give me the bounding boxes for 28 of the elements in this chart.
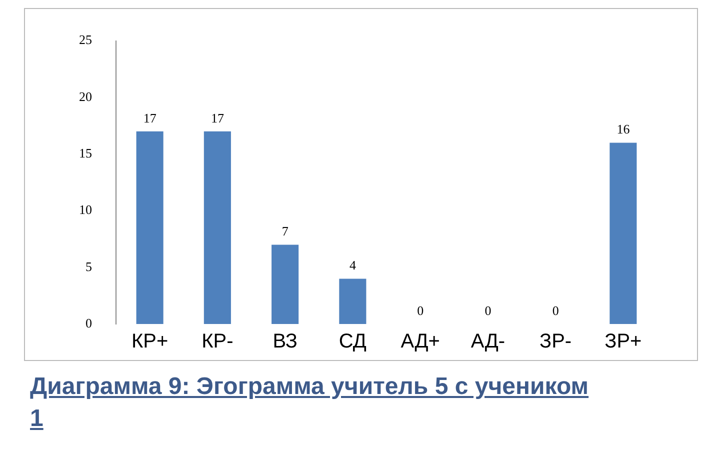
data-label: 16: [616, 122, 630, 137]
x-tick-label: АД-: [470, 330, 506, 353]
data-label: 0: [552, 302, 559, 318]
y-tick-label: 25: [79, 32, 92, 48]
x-tick-label: ЗР+: [604, 330, 642, 353]
text: Диаграмма 9: Эгограмма учитель 5 с учеником 1: [30, 372, 590, 434]
bar: [272, 244, 299, 324]
data-label: 7: [282, 224, 289, 239]
bar: [204, 131, 231, 324]
x-tick-label: ЗР-: [540, 330, 572, 353]
x-tick-label: ВЗ: [272, 330, 298, 353]
data-label: 0: [417, 302, 424, 318]
x-tick-label: КР+: [131, 330, 168, 353]
data-label: 4: [349, 258, 356, 273]
data-label: 0: [484, 302, 492, 318]
x-tick-label: АД+: [400, 330, 440, 353]
y-tick-label: 5: [86, 258, 92, 274]
data-label: 17: [210, 110, 224, 126]
y-tick-label: 0: [86, 315, 92, 330]
bar: [339, 278, 366, 324]
y-tick-label: 10: [79, 202, 92, 218]
y-tick-label: 20: [79, 88, 92, 104]
y-tick-label: 15: [79, 146, 92, 160]
bar: [136, 131, 164, 324]
bar: [610, 142, 637, 324]
x-tick-label: СД: [338, 330, 367, 353]
x-tick-label: КР-: [202, 330, 234, 353]
data-label: 17: [143, 110, 157, 126]
